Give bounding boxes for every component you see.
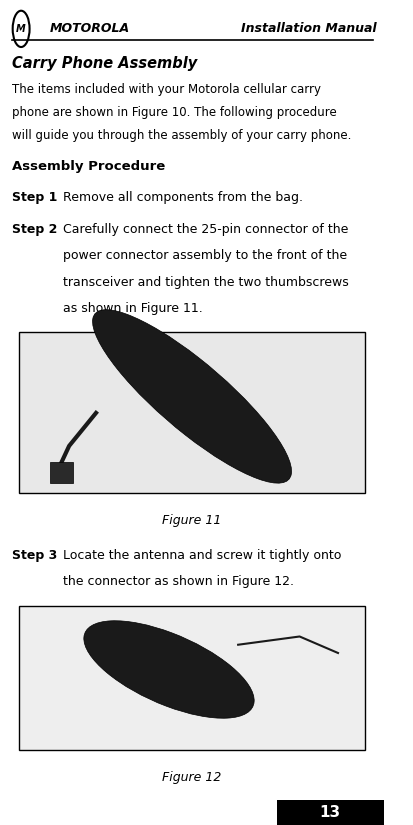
Text: as shown in Figure 11.: as shown in Figure 11. [63,302,203,315]
FancyBboxPatch shape [19,606,365,750]
Bar [277,800,384,825]
Text: transceiver and tighten the two thumbscrews: transceiver and tighten the two thumbscr… [63,276,349,289]
Ellipse shape [84,620,254,719]
Text: phone are shown in Figure 10. The following procedure: phone are shown in Figure 10. The follow… [12,106,336,119]
Text: Figure 11: Figure 11 [162,514,222,527]
Text: Step 3: Step 3 [12,549,57,562]
Text: will guide you through the assembly of your carry phone.: will guide you through the assembly of y… [12,129,351,142]
Text: Assembly Procedure: Assembly Procedure [12,160,165,173]
FancyBboxPatch shape [19,332,365,493]
Text: Figure 12: Figure 12 [162,771,222,784]
Text: 13: 13 [320,805,341,820]
Text: Remove all components from the bag.: Remove all components from the bag. [63,191,304,205]
Bar [50,463,73,483]
Text: Step 1: Step 1 [12,191,57,205]
Text: the connector as shown in Figure 12.: the connector as shown in Figure 12. [63,575,294,588]
Ellipse shape [93,309,292,483]
Text: Carry Phone Assembly: Carry Phone Assembly [12,56,197,71]
Text: power connector assembly to the front of the: power connector assembly to the front of… [63,249,347,262]
Text: MOTOROLA: MOTOROLA [50,22,130,35]
Text: Locate the antenna and screw it tightly onto: Locate the antenna and screw it tightly … [63,549,342,562]
Text: Carefully connect the 25-pin connector of the: Carefully connect the 25-pin connector o… [63,223,349,236]
Text: The items included with your Motorola cellular carry: The items included with your Motorola ce… [12,82,320,96]
Text: M: M [16,24,26,34]
Text: Step 2: Step 2 [12,223,57,236]
Text: Installation Manual: Installation Manual [241,22,376,35]
